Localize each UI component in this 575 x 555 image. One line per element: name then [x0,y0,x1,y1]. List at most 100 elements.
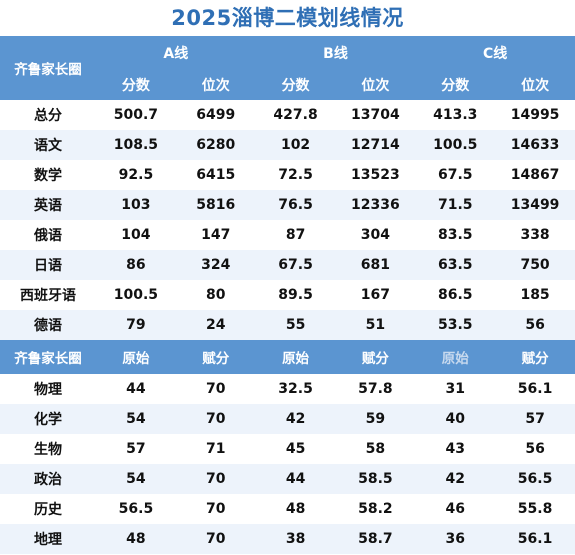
cell-a-rank: 5816 [175,190,256,220]
cell-a-rank: 324 [175,250,256,280]
main-subjects-body: 总分 500.7 6499 427.8 13704 413.3 14995 语文 108.5 62… [0,100,575,340]
cell-a-assigned: 71 [175,434,256,464]
cell-b-assigned: 59 [335,404,416,434]
table-row: 地理 48 70 38 58.7 36 56.1 [0,524,575,554]
subject-name: 日语 [0,250,96,280]
cell-c-raw: 40 [415,404,496,434]
cell-c-raw: 36 [415,524,496,554]
cell-a-assigned: 70 [175,404,256,434]
table-row: 总分 500.7 6499 427.8 13704 413.3 14995 [0,100,575,130]
cell-b-score: 427.8 [255,100,336,130]
cell-a-raw: 48 [96,524,176,554]
cell-c-assigned: 56.1 [495,374,575,404]
cell-a-rank: 24 [175,310,256,340]
col-rank-a: 位次 [175,70,256,100]
cell-b-score: 55 [255,310,336,340]
cell-a-rank: 6280 [175,130,256,160]
cell-a-score: 86 [96,250,176,280]
cell-b-raw: 32.5 [255,374,336,404]
cell-c-score: 100.5 [415,130,496,160]
table-row: 政治 54 70 44 58.5 42 56.5 [0,464,575,494]
table-header: 齐鲁家长圈 A线 B线 C线 分数 位次 分数 位次 分数 位次 [0,36,575,100]
col-assigned-b: 赋分 [335,340,416,374]
cell-c-score: 53.5 [415,310,496,340]
subject-name: 数学 [0,160,96,190]
cell-c-rank: 14633 [495,130,575,160]
cell-c-raw: 46 [415,494,496,524]
cell-b-score: 67.5 [255,250,336,280]
elective-row-label: 齐鲁家长圈 [0,340,96,374]
cell-b-rank: 304 [335,220,416,250]
cell-b-assigned: 58.7 [335,524,416,554]
cell-b-score: 87 [255,220,336,250]
table-row: 语文 108.5 6280 102 12714 100.5 14633 [0,130,575,160]
cell-c-assigned: 56.1 [495,524,575,554]
cell-a-score: 79 [96,310,176,340]
subject-name: 俄语 [0,220,96,250]
cell-c-assigned: 55.8 [495,494,575,524]
line-c-header: C线 [415,36,575,70]
cell-a-score: 100.5 [96,280,176,310]
table-row: 俄语 104 147 87 304 83.5 338 [0,220,575,250]
cell-c-score: 71.5 [415,190,496,220]
cell-c-assigned: 56 [495,434,575,464]
col-rank-b: 位次 [335,70,416,100]
cell-c-raw: 31 [415,374,496,404]
subject-name: 化学 [0,404,96,434]
cell-a-score: 92.5 [96,160,176,190]
cell-b-assigned: 58.2 [335,494,416,524]
subject-name: 地理 [0,524,96,554]
subject-name: 历史 [0,494,96,524]
cell-b-raw: 42 [255,404,336,434]
table-row: 历史 56.5 70 48 58.2 46 55.8 [0,494,575,524]
cell-a-score: 103 [96,190,176,220]
cell-b-score: 76.5 [255,190,336,220]
cell-b-assigned: 58 [335,434,416,464]
line-a-header: A线 [96,36,256,70]
cell-a-assigned: 70 [175,374,256,404]
cell-b-rank: 681 [335,250,416,280]
cell-a-score: 108.5 [96,130,176,160]
table-row: 化学 54 70 42 59 40 57 [0,404,575,434]
cell-a-raw: 44 [96,374,176,404]
cell-c-rank: 338 [495,220,575,250]
col-score-b: 分数 [255,70,336,100]
cell-a-assigned: 70 [175,494,256,524]
cell-c-rank: 56 [495,310,575,340]
row-label-header: 齐鲁家长圈 [0,36,96,100]
table-row: 日语 86 324 67.5 681 63.5 750 [0,250,575,280]
cell-a-rank: 6499 [175,100,256,130]
cell-a-score: 500.7 [96,100,176,130]
cell-a-assigned: 70 [175,464,256,494]
cell-c-score: 83.5 [415,220,496,250]
cell-c-rank: 14867 [495,160,575,190]
col-raw-b: 原始 [255,340,336,374]
col-raw-c: 原始 [415,340,496,374]
cell-c-rank: 14995 [495,100,575,130]
col-raw-a: 原始 [96,340,176,374]
cell-c-rank: 185 [495,280,575,310]
subject-name: 生物 [0,434,96,464]
cell-c-rank: 13499 [495,190,575,220]
cell-c-raw: 42 [415,464,496,494]
col-score-c: 分数 [415,70,496,100]
subject-name: 德语 [0,310,96,340]
col-score-a: 分数 [96,70,176,100]
page-title: 2025淄博二模划线情况 [171,6,404,30]
table-row: 数学 92.5 6415 72.5 13523 67.5 14867 [0,160,575,190]
cell-a-score: 104 [96,220,176,250]
cell-c-raw: 43 [415,434,496,464]
cell-b-rank: 12714 [335,130,416,160]
cell-b-raw: 44 [255,464,336,494]
col-rank-c: 位次 [495,70,575,100]
cell-b-score: 102 [255,130,336,160]
subject-name: 语文 [0,130,96,160]
cell-b-rank: 51 [335,310,416,340]
cell-b-raw: 45 [255,434,336,464]
subject-name: 总分 [0,100,96,130]
elective-header: 齐鲁家长圈 原始 赋分 原始 赋分 原始 赋分 [0,340,575,374]
cell-c-score: 63.5 [415,250,496,280]
subject-name: 物理 [0,374,96,404]
cell-c-score: 86.5 [415,280,496,310]
cell-a-rank: 6415 [175,160,256,190]
